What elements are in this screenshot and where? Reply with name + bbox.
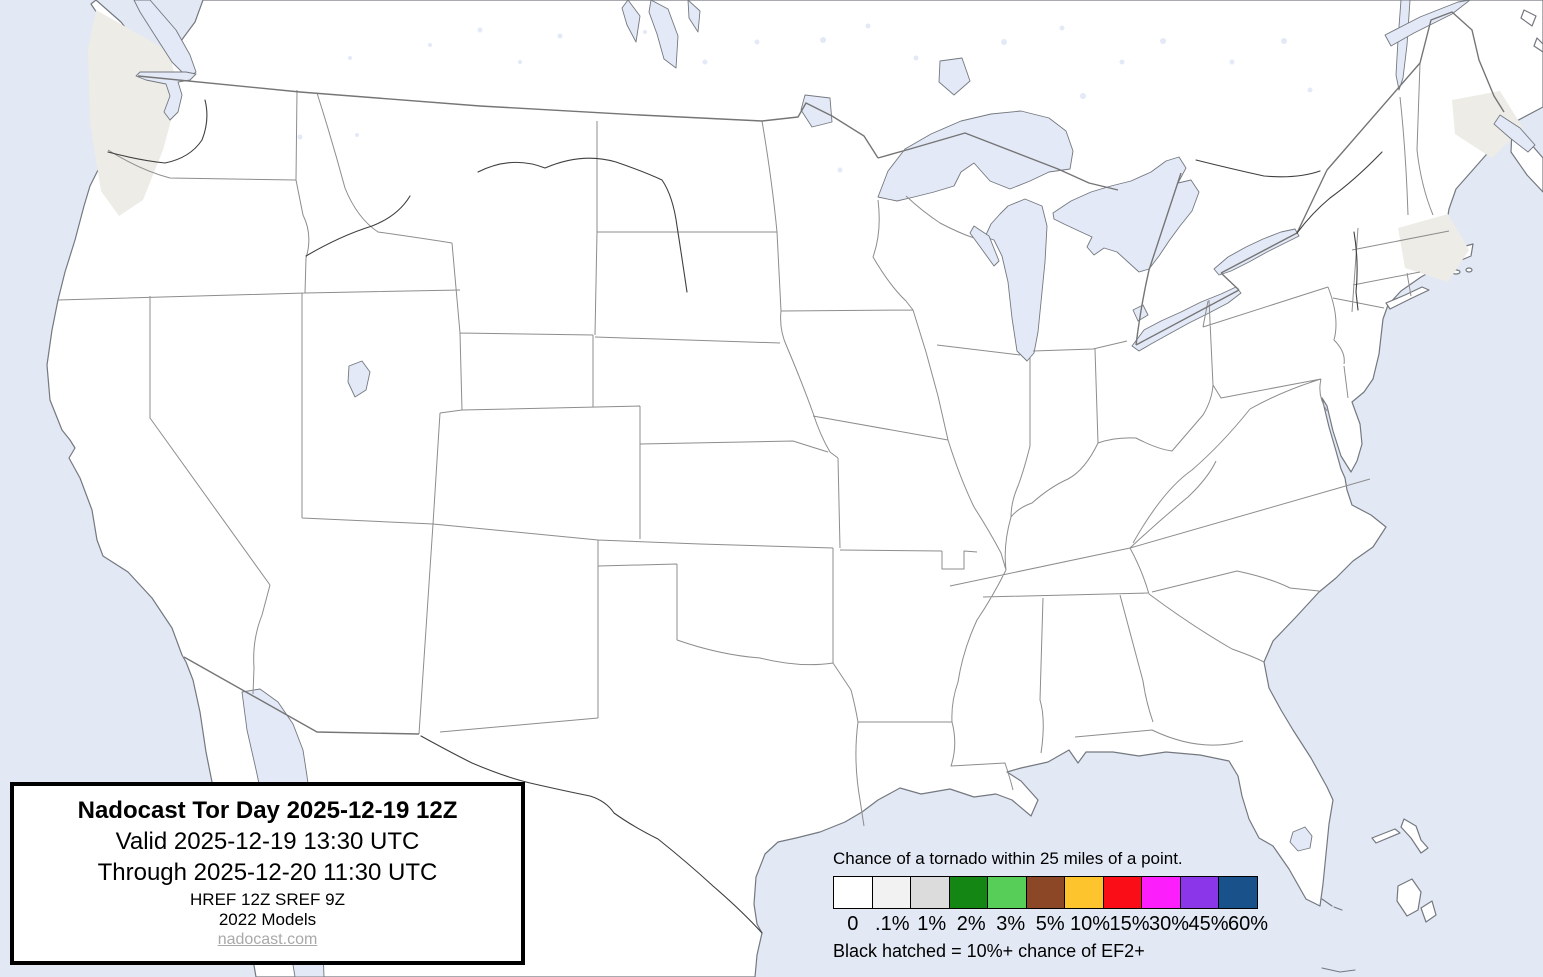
legend-swatch-3% [987, 876, 1027, 909]
forecast-title: Nadocast Tor Day 2025-12-19 12Z [77, 797, 458, 824]
legend-swatch-30% [1141, 876, 1181, 909]
legend-swatch-1% [910, 876, 950, 909]
through-time: Through 2025-12-20 11:30 UTC [97, 859, 438, 886]
nantucket [1465, 267, 1473, 273]
gulf-island-2 [1533, 37, 1543, 53]
long-island [1385, 286, 1430, 310]
legend-label-.1%: .1% [875, 913, 910, 935]
snake-river [305, 195, 411, 257]
legend-label-60%: 60% [1228, 913, 1269, 935]
bay-of-fundy [1493, 114, 1536, 153]
strait-of-georgia [133, 0, 197, 79]
legend-swatch-0 [833, 876, 873, 909]
valid-time: Valid 2025-12-19 13:30 UTC [115, 828, 420, 855]
small-canadian-lakes [297, 23, 1313, 173]
legend-label-45%: 45% [1188, 913, 1229, 935]
title-box: Nadocast Tor Day 2025-12-19 12Z Valid 20… [10, 782, 525, 965]
legend-label-3%: 3% [996, 913, 1026, 935]
legend-swatch-10% [1064, 876, 1104, 909]
prob-patch-washington [88, 10, 178, 216]
lake-ontario [1213, 228, 1300, 276]
abaco-island [1400, 818, 1429, 854]
legend-label-5%: 5% [1035, 913, 1065, 935]
lake-superior [877, 110, 1074, 202]
ottawa-river [1195, 159, 1321, 178]
andros-island [1396, 878, 1422, 917]
legend-swatch-5% [1025, 876, 1066, 909]
legend-swatch-.1% [871, 876, 912, 909]
rio-grande-river [420, 735, 763, 934]
legend-swatch-45% [1179, 876, 1220, 909]
st-lawrence-estuary [1384, 0, 1471, 47]
lake-huron [1052, 156, 1200, 273]
gulf-island-1 [1520, 9, 1537, 27]
cuba-coast [1321, 967, 1356, 973]
missouri-river [477, 157, 688, 293]
landmass [46, 0, 1543, 977]
legend-color-scale [833, 876, 1268, 909]
great-salt-lake [347, 360, 371, 398]
nadocast-link[interactable]: nadocast.com [217, 931, 318, 948]
grand-bahama-island [1371, 828, 1401, 844]
lake-of-the-woods [800, 94, 833, 128]
state-borders [57, 62, 1450, 827]
legend-label-15%: 15% [1109, 913, 1150, 935]
legend-label-10%: 10% [1070, 913, 1111, 935]
legend-swatch-2% [948, 876, 989, 909]
columbia-river [107, 99, 208, 164]
rivers [107, 99, 1383, 973]
lake-winnipeg [648, 0, 679, 69]
florida-keys [1321, 898, 1343, 911]
st-lawrence-river [1296, 151, 1383, 234]
eleuthera-island [1420, 900, 1437, 923]
country-borders [137, 11, 1505, 735]
probability-legend: Chance of a tornado within 25 miles of a… [833, 849, 1268, 962]
lake-manitoba [687, 0, 701, 33]
legend-bin-labels: 0 .1% 1% 2% 3% 5% 10% 15% 30% 45% 60% [833, 912, 1268, 936]
legend-label-1%: 1% [917, 913, 947, 935]
green-bay [969, 225, 1000, 267]
north-america-land [46, 0, 1543, 977]
prob-patch-boston [1398, 214, 1469, 282]
legend-label-30%: 30% [1149, 913, 1190, 935]
legend-swatch-60% [1218, 876, 1258, 909]
prob-patch-maine [1452, 91, 1523, 158]
lake-winnipegosis [621, 0, 641, 43]
legend-label-0: 0 [847, 913, 859, 935]
lake-okeechobee [1289, 826, 1313, 852]
legend-heading: Chance of a tornado within 25 miles of a… [833, 849, 1183, 868]
water-bodies [133, 0, 1536, 977]
lake-nipigon [938, 57, 971, 96]
model-year: 2022 Models [218, 910, 317, 929]
legend-footnote: Black hatched = 10%+ chance of EF2+ [833, 941, 1145, 961]
model-sources: HREF 12Z SREF 9Z [190, 890, 345, 909]
hudson-river [1353, 231, 1359, 311]
legend-swatch-15% [1102, 876, 1143, 909]
low-probability-contours [88, 10, 1523, 282]
legend-label-2%: 2% [956, 913, 986, 935]
